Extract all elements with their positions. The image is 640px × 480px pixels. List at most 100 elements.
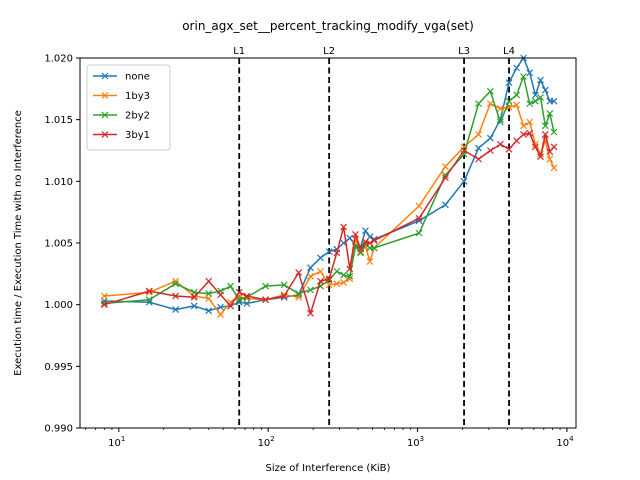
data-point xyxy=(235,296,243,304)
legend-item-none: none xyxy=(93,72,150,83)
data-point xyxy=(280,292,288,300)
x-tick-base: 10 xyxy=(556,438,569,449)
data-point xyxy=(537,153,544,161)
y-axis-title: Execution time / Execution Time with no … xyxy=(13,110,24,376)
y-tick-label: 1.020 xyxy=(44,54,73,65)
x-tick-base: 10 xyxy=(108,438,121,449)
legend: none 1by3 2by2 3by1 xyxy=(86,64,171,151)
data-point xyxy=(100,301,108,309)
data-point xyxy=(537,76,544,84)
data-point xyxy=(295,269,303,277)
legend-box xyxy=(86,64,171,151)
legend-marker xyxy=(101,72,109,80)
data-point xyxy=(100,292,108,300)
y-tick-label: 1.015 xyxy=(44,115,73,126)
data-point xyxy=(317,254,324,262)
legend-label: 1by3 xyxy=(125,91,150,102)
data-point xyxy=(172,277,180,285)
legend-marker xyxy=(101,131,109,138)
data-point xyxy=(346,275,354,283)
data-point xyxy=(541,122,549,130)
data-point xyxy=(307,264,314,272)
data-point xyxy=(205,307,213,315)
vline-label: L3 xyxy=(458,46,470,57)
data-point xyxy=(505,97,513,105)
data-point xyxy=(325,248,333,256)
x-tick-label: 104 xyxy=(556,435,574,449)
data-point xyxy=(262,282,269,290)
data-point xyxy=(325,281,333,289)
data-point xyxy=(475,144,482,152)
data-point xyxy=(307,286,314,294)
data-point xyxy=(546,110,554,117)
data-point xyxy=(475,100,482,108)
x-tick-label: 102 xyxy=(258,435,275,449)
series-2by2 xyxy=(100,73,558,307)
x-tick-exponent: 3 xyxy=(420,435,424,443)
data-point xyxy=(541,131,549,138)
data-point xyxy=(340,279,348,286)
data-point xyxy=(526,69,534,77)
data-point xyxy=(205,295,213,302)
data-point xyxy=(280,281,288,289)
vline-label: L4 xyxy=(503,46,515,57)
series-3by1 xyxy=(100,129,558,317)
data-point xyxy=(262,296,269,304)
data-point xyxy=(513,91,521,99)
data-point xyxy=(352,230,359,238)
data-point xyxy=(235,288,243,296)
series-layer xyxy=(100,54,558,318)
data-point xyxy=(325,276,333,284)
data-point xyxy=(546,155,554,163)
y-tick-label: 0.995 xyxy=(44,362,73,373)
data-point xyxy=(526,118,534,126)
data-point xyxy=(496,105,504,112)
data-point xyxy=(496,140,504,148)
data-point xyxy=(317,267,324,275)
data-point xyxy=(100,300,108,307)
data-point xyxy=(145,288,153,296)
data-point xyxy=(172,306,180,314)
data-point xyxy=(541,86,549,94)
data-point xyxy=(520,73,527,80)
x-tick-exponent: 2 xyxy=(270,435,274,443)
x-tick-base: 10 xyxy=(258,438,271,449)
data-point xyxy=(333,267,341,275)
y-axis-ticks: 0.990 0.995 1.000 1.005 1.010 1.015 1.020 xyxy=(44,54,80,435)
data-point xyxy=(145,296,153,304)
legend-item-1by3: 1by3 xyxy=(93,91,150,102)
data-point xyxy=(217,303,224,311)
data-point xyxy=(415,202,423,210)
data-point xyxy=(362,227,369,235)
data-point xyxy=(441,174,449,182)
data-point xyxy=(441,163,449,170)
data-point xyxy=(475,155,482,163)
data-point xyxy=(172,292,180,300)
data-point xyxy=(340,223,348,231)
data-point xyxy=(513,137,521,145)
data-point xyxy=(486,100,494,108)
data-point xyxy=(333,280,341,288)
data-point xyxy=(295,290,303,297)
data-point xyxy=(205,277,213,285)
data-point xyxy=(486,87,494,95)
data-point xyxy=(366,239,374,247)
data-point xyxy=(205,290,213,297)
data-point xyxy=(317,277,324,285)
data-point xyxy=(415,229,423,237)
x-tick-label: 101 xyxy=(108,435,125,449)
data-point xyxy=(550,128,558,136)
data-point xyxy=(346,234,354,242)
x-axis-title: Size of Interference (KiB) xyxy=(266,463,391,474)
data-point xyxy=(505,79,513,87)
legend-item-2by2: 2by2 xyxy=(93,111,150,122)
data-point xyxy=(496,118,504,126)
data-point xyxy=(227,302,234,310)
vline-label: L2 xyxy=(323,46,335,57)
x-tick-label: 103 xyxy=(407,435,424,449)
data-point xyxy=(550,164,558,172)
data-point xyxy=(520,122,527,130)
data-point xyxy=(526,100,534,108)
vertical-reference-lines: L1 L2 L3 L4 xyxy=(233,46,515,428)
data-point xyxy=(415,214,423,222)
